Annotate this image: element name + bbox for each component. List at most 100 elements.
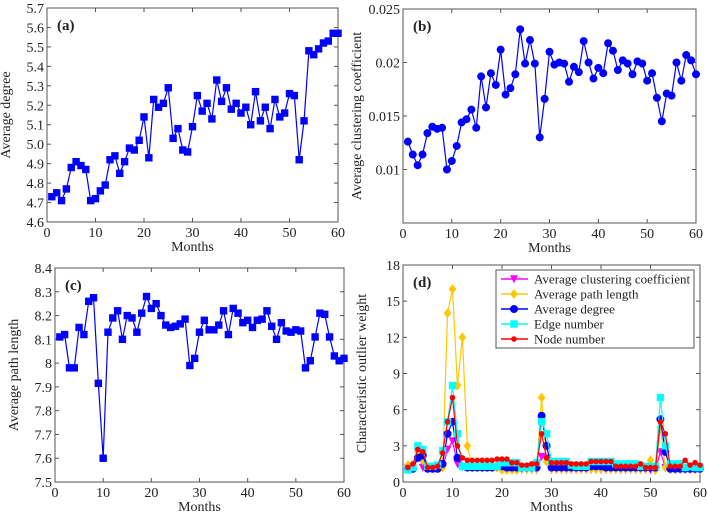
data-point	[256, 117, 265, 125]
data-point	[538, 430, 545, 437]
data-point	[652, 93, 661, 102]
data-point	[692, 70, 700, 79]
data-point	[295, 156, 303, 164]
data-point	[667, 91, 676, 100]
data-point	[537, 418, 546, 426]
x-tick-label: 40	[241, 486, 255, 501]
x-tick-label: 60	[337, 486, 351, 501]
panel-label: (c)	[65, 278, 82, 294]
data-point	[217, 97, 226, 106]
y-tick-label: 0.015	[369, 110, 401, 125]
legend-marker	[510, 320, 518, 328]
y-tick-label: 12	[386, 331, 400, 346]
x-tick-label: 40	[234, 226, 248, 241]
data-point	[147, 304, 156, 313]
data-point	[62, 185, 71, 193]
data-point	[525, 36, 534, 45]
data-point	[261, 103, 269, 111]
data-point	[258, 315, 266, 323]
data-point	[479, 457, 486, 464]
x-tick-label: 30	[543, 227, 557, 242]
data-point	[574, 68, 583, 77]
data-point	[692, 459, 698, 466]
data-point	[306, 357, 314, 365]
panel-d: 0 10 20 30 40 50 60 0 3 6 9 12 15 18 Months Characteris…	[355, 259, 707, 515]
plot-frame	[402, 8, 697, 224]
legend-entry: Average degree	[534, 302, 615, 317]
data-point	[150, 95, 158, 104]
legend-marker	[509, 275, 519, 284]
data-point	[118, 335, 127, 344]
data-point	[277, 318, 286, 327]
data-point	[109, 314, 117, 322]
data-point	[128, 314, 136, 322]
data-point	[280, 109, 289, 117]
y-tick-label: 5.3	[27, 80, 45, 95]
data-point	[656, 393, 665, 402]
data-point	[272, 335, 281, 344]
data-point	[247, 121, 255, 129]
x-tick-label: 60	[693, 486, 707, 501]
data-point	[589, 74, 598, 83]
legend-entry: Node number	[534, 332, 606, 347]
x-tick-label: 30	[186, 226, 200, 241]
data-point	[599, 69, 608, 78]
data-point	[53, 189, 61, 197]
data-point	[72, 157, 80, 166]
data-point	[560, 59, 569, 68]
x-tick-label: 60	[689, 227, 703, 242]
data-point	[116, 169, 124, 178]
data-point	[268, 322, 276, 330]
x-tick-label: 10	[89, 226, 103, 241]
data-point	[593, 458, 599, 465]
data-point	[558, 459, 565, 466]
plot-frame	[46, 7, 339, 223]
data-point	[210, 326, 218, 334]
legend-marker	[510, 305, 518, 313]
data-point	[234, 309, 242, 317]
data-point	[94, 379, 103, 388]
data-point	[311, 333, 319, 341]
data-point	[545, 47, 554, 56]
data-point	[464, 457, 471, 464]
data-point	[290, 91, 299, 100]
data-point	[494, 456, 500, 462]
legend-marker	[510, 288, 518, 300]
data-point	[198, 107, 206, 115]
data-point	[186, 361, 194, 370]
panel-label: (d)	[413, 275, 431, 291]
data-point	[553, 459, 560, 466]
data-point	[227, 105, 236, 113]
y-tick-label: 8.2	[35, 310, 53, 325]
data-point	[213, 76, 221, 84]
y-tick-label: 4.6	[27, 216, 45, 231]
data-point	[325, 333, 334, 341]
data-point	[608, 458, 614, 465]
data-point	[444, 418, 451, 425]
panel-label: (b)	[413, 19, 431, 35]
data-point	[613, 65, 622, 74]
data-point	[682, 51, 691, 60]
y-axis-label: Average path length	[7, 319, 22, 431]
data-point	[224, 330, 233, 339]
data-point	[687, 462, 693, 468]
y-axis-label: Average degree	[0, 71, 14, 158]
data-point	[548, 459, 555, 466]
x-axis-label: Months	[171, 240, 214, 255]
data-point	[514, 459, 520, 466]
x-tick-label: 50	[283, 226, 297, 241]
data-point	[443, 308, 452, 319]
data-point	[133, 328, 141, 336]
series-0	[48, 29, 342, 205]
data-point	[648, 69, 657, 78]
data-point	[80, 330, 88, 339]
series-line	[51, 32, 338, 202]
data-point	[623, 59, 632, 68]
data-point	[467, 105, 476, 114]
data-point	[484, 457, 490, 464]
y-tick-label: 8	[45, 357, 52, 372]
data-point	[627, 463, 634, 470]
data-point	[516, 25, 525, 34]
data-point	[181, 315, 189, 323]
x-tick-label: 40	[591, 227, 605, 242]
